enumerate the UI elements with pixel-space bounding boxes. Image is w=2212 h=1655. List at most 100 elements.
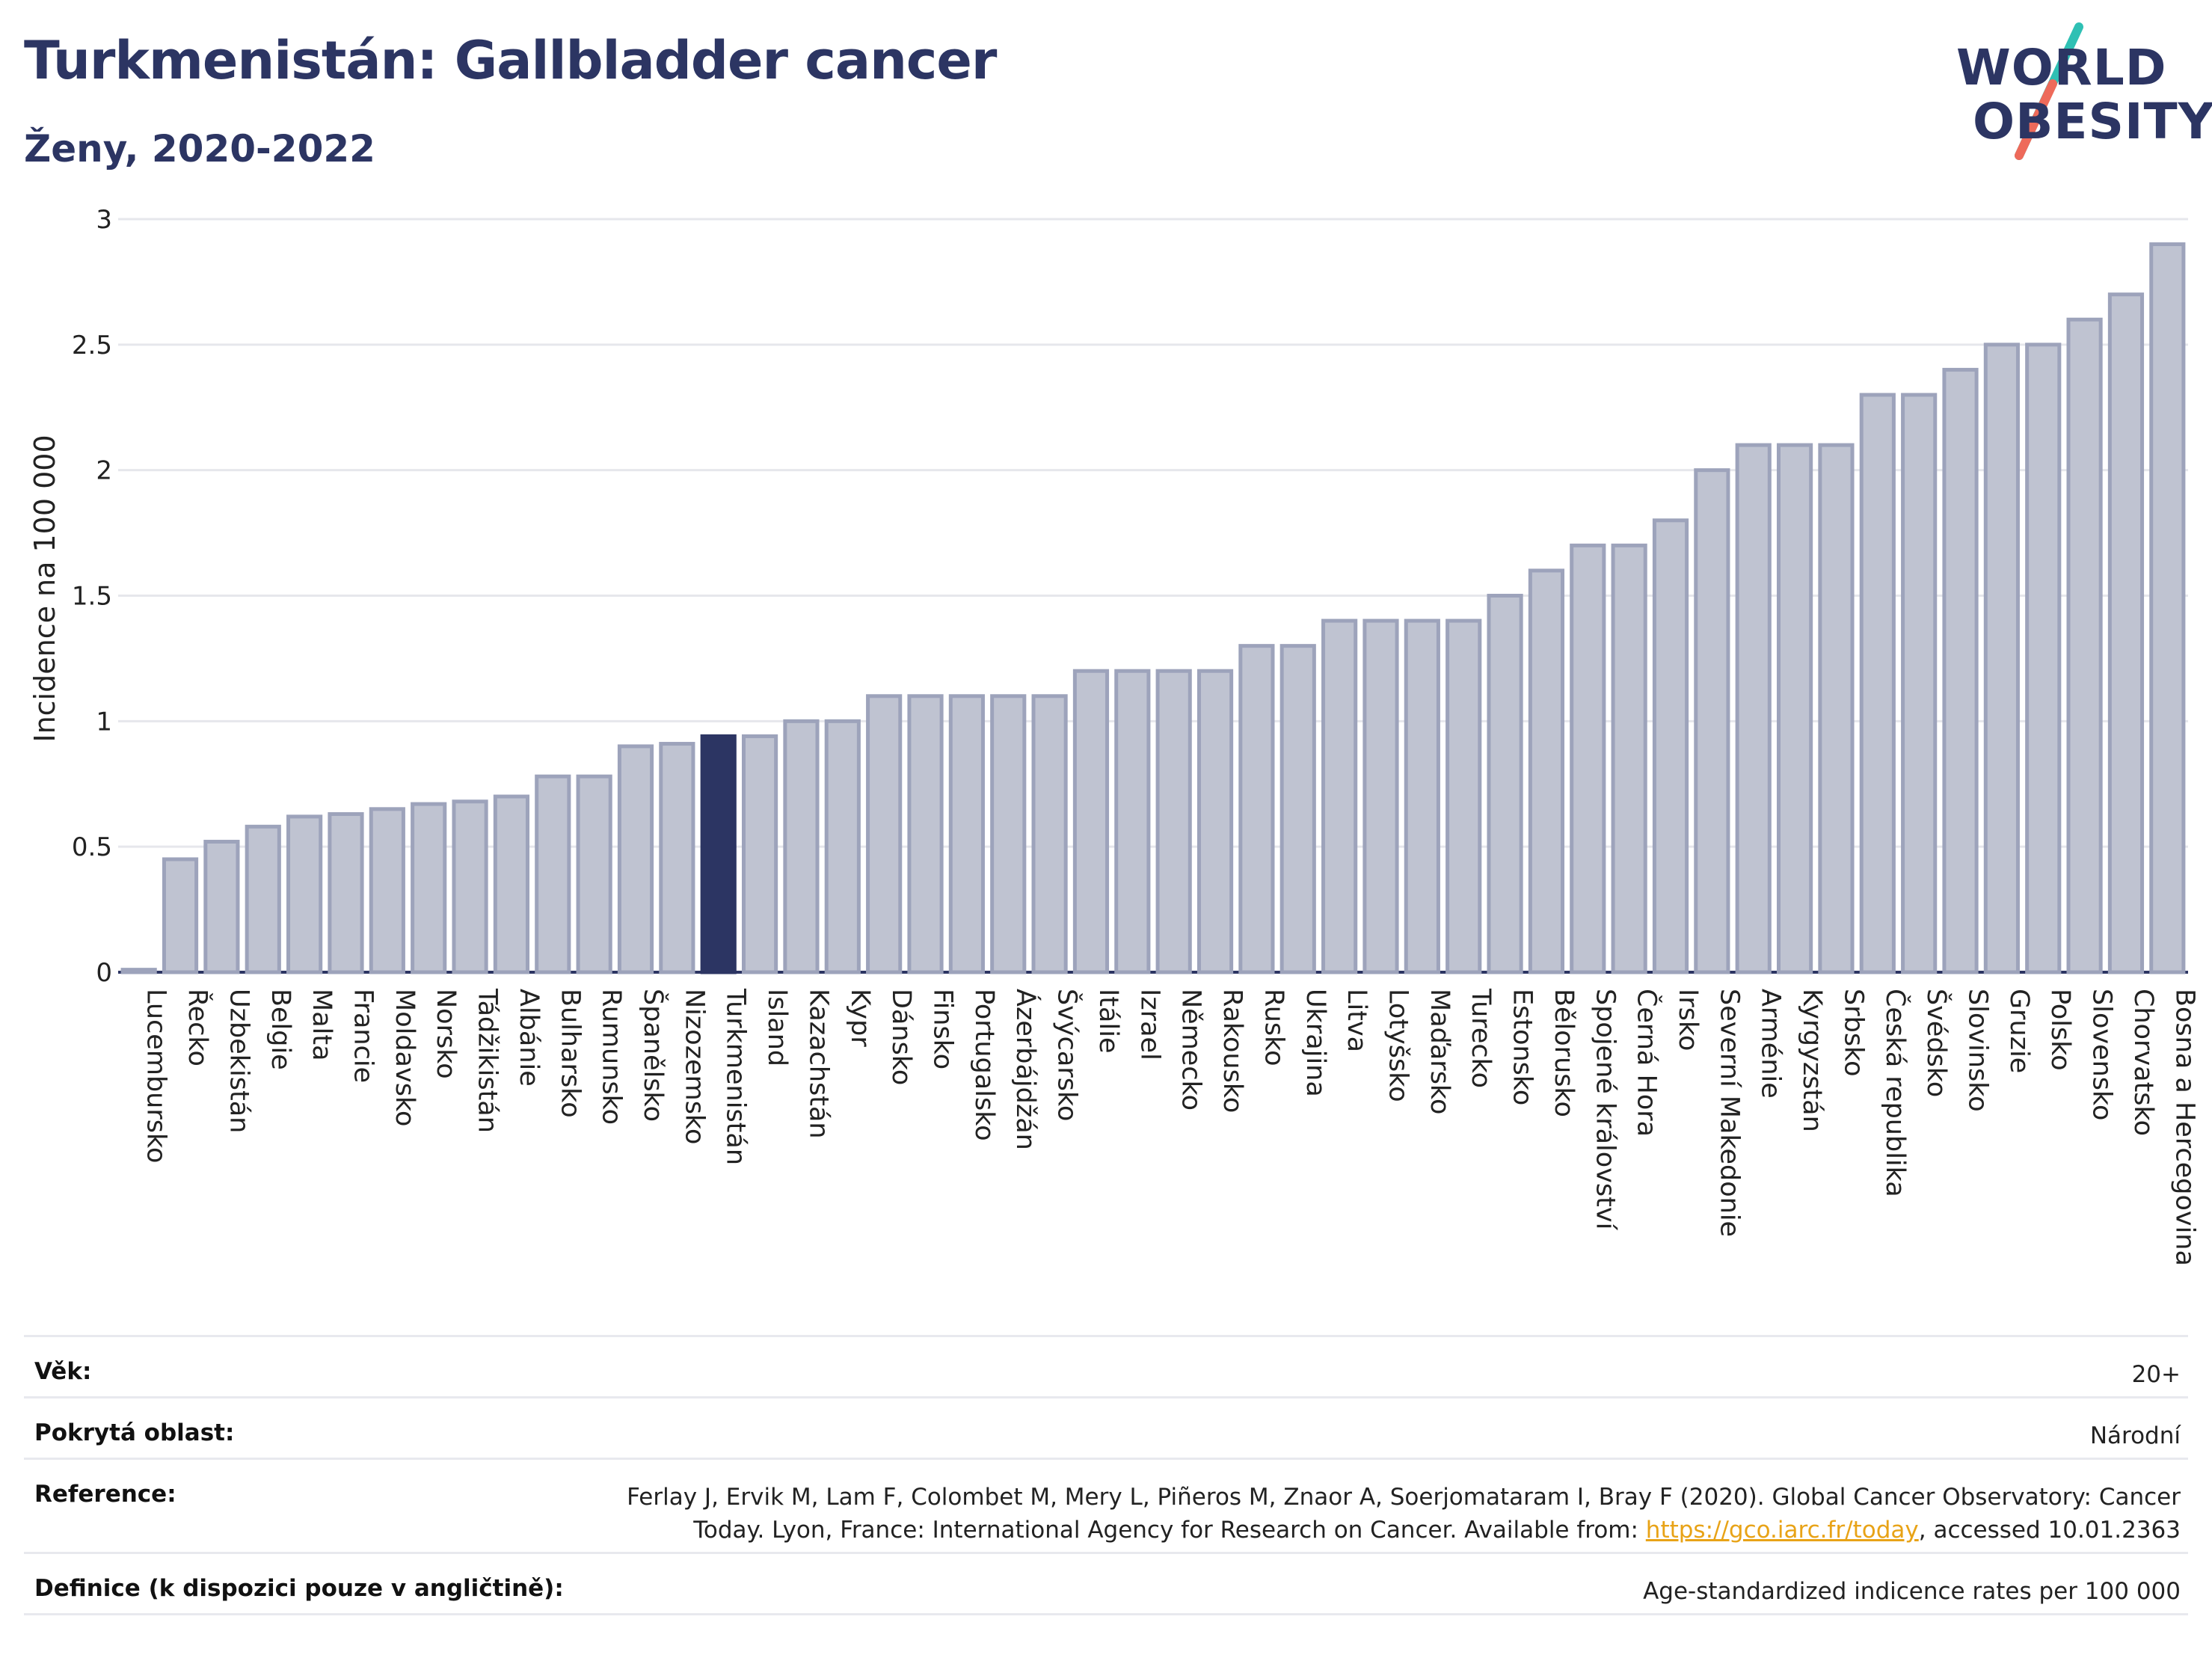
bar <box>783 719 820 974</box>
x-tick-label: Francie <box>348 989 378 1083</box>
area-row: Pokrytá oblast: Národní <box>24 1396 2188 1458</box>
bar <box>535 774 571 974</box>
reference-value: Ferlay J, Ervik M, Lam F, Colombet M, Me… <box>627 1481 2181 1547</box>
bar <box>452 799 488 974</box>
y-axis-label: Incidence na 100 000 <box>28 435 61 742</box>
x-tick-label: Irsko <box>1673 989 1703 1051</box>
x-tick-label: Spojené království <box>1590 989 1620 1231</box>
x-tick-label: Belgie <box>265 989 295 1070</box>
x-tick-label: Nizozemsko <box>679 989 709 1144</box>
y-tick-label: 1 <box>96 707 112 737</box>
page-subtitle: Ženy, 2020-2022 <box>24 127 375 171</box>
page-title: Turkmenistán: Gallbladder cancer <box>24 30 997 91</box>
y-tick-label: 0.5 <box>72 832 112 862</box>
bar <box>1528 568 1565 974</box>
x-tick-label: Kazachstán <box>803 989 833 1139</box>
bar <box>1114 669 1151 974</box>
x-tick-label: Španělsko <box>638 989 669 1122</box>
x-tick-label: Polsko <box>2045 989 2075 1071</box>
y-tick-label: 3 <box>96 205 112 235</box>
x-tick-label: Portugalsko <box>969 989 999 1141</box>
bar <box>120 968 157 974</box>
bar <box>1652 518 1689 974</box>
bar <box>1694 468 1730 974</box>
x-tick-label: Turecko <box>1466 988 1496 1088</box>
x-tick-label: Itálie <box>1093 989 1123 1053</box>
bar <box>1735 443 1772 974</box>
y-tick-label: 2.5 <box>72 331 112 360</box>
bar-highlighted <box>700 734 737 974</box>
reference-label: Reference: <box>34 1481 176 1508</box>
bar <box>1362 618 1399 974</box>
bar <box>948 694 985 974</box>
age-label: Věk: <box>34 1358 92 1385</box>
x-tick-label: Norsko <box>431 989 461 1079</box>
age-value: 20+ <box>2131 1361 2181 1388</box>
x-tick-label: Řecko <box>182 989 214 1066</box>
bar <box>1818 443 1855 974</box>
bar <box>1901 393 1938 974</box>
y-tick-label: 1.5 <box>72 582 112 612</box>
reference-link[interactable]: https://gco.iarc.fr/today <box>1645 1517 1919 1544</box>
bar <box>907 694 944 974</box>
reference-line2-pre: Today. Lyon, France: International Agenc… <box>693 1517 1646 1544</box>
x-tick-label: Estonsko <box>1508 989 1537 1105</box>
x-tick-label: Litva <box>1342 989 1371 1052</box>
definition-label: Definice (k dispozici pouze v angličtině… <box>34 1575 564 1602</box>
bar <box>2025 343 2062 974</box>
bar <box>493 794 530 974</box>
bar <box>1859 393 1896 974</box>
bar <box>411 802 447 974</box>
x-tick-label: Kypr <box>845 989 875 1047</box>
x-tick-label: Ázerbájdžán <box>1010 989 1042 1150</box>
bar <box>990 694 1027 974</box>
x-tick-label: Švýcarsko <box>1052 989 1084 1121</box>
bar <box>617 744 654 974</box>
bar <box>659 742 695 974</box>
bar <box>1238 644 1275 974</box>
x-tick-label: Lucembursko <box>141 989 171 1163</box>
x-tick-label: Finsko <box>928 989 958 1069</box>
x-tick-label: Lotyšsko <box>1383 989 1413 1102</box>
x-tick-label: Švédsko <box>1921 989 1953 1097</box>
x-tick-label: Srbsko <box>1838 989 1868 1077</box>
bar <box>1776 443 1813 974</box>
x-tick-label: Albánie <box>514 989 544 1087</box>
x-tick-label: Česká republika <box>1880 989 1911 1197</box>
bar <box>576 774 612 974</box>
x-tick-label: Maďarsko <box>1425 989 1454 1114</box>
logo-line2: OBESITY <box>1973 93 2212 150</box>
x-tick-label: Dánsko <box>886 989 916 1085</box>
definition-row: Definice (k dispozici pouze v angličtině… <box>24 1552 2188 1613</box>
bar <box>866 694 903 974</box>
bar <box>2107 292 2145 974</box>
bar <box>2066 317 2103 974</box>
bar <box>245 824 281 974</box>
bar <box>1196 669 1234 974</box>
definition-value: Age-standardized indicence rates per 100… <box>1643 1578 2181 1605</box>
x-tick-labels: Lucembursko Řecko Uzbekistán Belgie Malta Fra… <box>141 988 2200 1266</box>
x-tick-label: Island <box>762 989 792 1066</box>
y-tick-label: 0 <box>96 958 112 988</box>
x-tick-label: Uzbekistán <box>224 989 254 1133</box>
bars <box>120 242 2186 974</box>
x-tick-label: Tádžikistán <box>473 988 503 1133</box>
metadata-table: Věk: 20+ Pokrytá oblast: Národní Referen… <box>24 1335 2188 1615</box>
bar <box>1446 618 1482 974</box>
x-tick-label: Moldavsko <box>390 989 420 1126</box>
reference-line1: Ferlay J, Ervik M, Lam F, Colombet M, Me… <box>627 1484 2181 1511</box>
x-tick-label: Bosna a Hercegovina <box>2169 989 2199 1266</box>
bar <box>1279 644 1316 974</box>
x-tick-label: Kyrgyzstán <box>1797 989 1827 1132</box>
x-tick-label: Ukrajina <box>1300 989 1330 1097</box>
bar <box>1031 694 1068 974</box>
x-tick-label: Arménie <box>1756 989 1786 1099</box>
x-tick-label: Černá Hora <box>1632 989 1663 1137</box>
bar <box>286 814 323 974</box>
x-tick-label: Bělorusko <box>1549 989 1579 1117</box>
x-tick-label: Rakousko <box>1217 989 1247 1113</box>
bar <box>369 807 405 974</box>
x-tick-label: Rusko <box>1259 989 1288 1066</box>
x-tick-label: Rumunsko <box>597 989 627 1125</box>
x-tick-label: Malta <box>307 989 337 1061</box>
